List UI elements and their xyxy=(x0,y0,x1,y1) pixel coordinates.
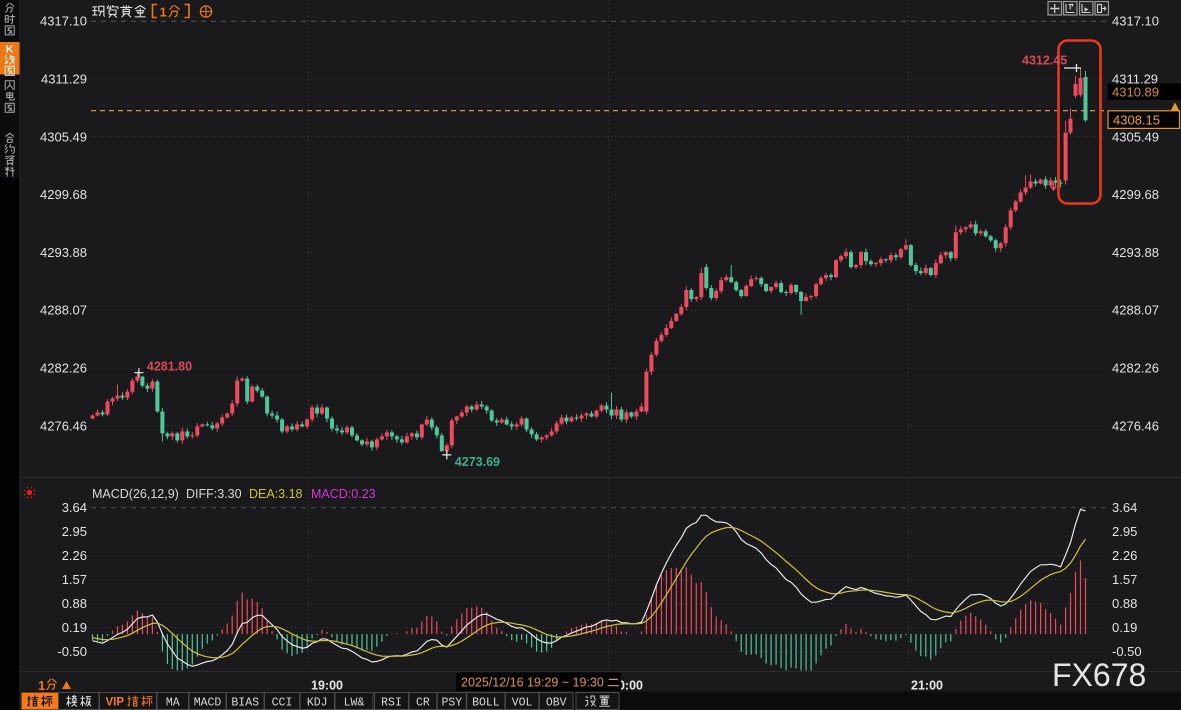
svg-text:LW&: LW& xyxy=(344,697,365,710)
svg-text:19:00: 19:00 xyxy=(311,679,343,693)
svg-text:0.88: 0.88 xyxy=(1112,596,1137,611)
svg-text:1.57: 1.57 xyxy=(62,572,87,587)
svg-text:VIP: VIP xyxy=(106,697,125,709)
svg-text:0.19: 0.19 xyxy=(1112,620,1137,635)
svg-text:4282.26: 4282.26 xyxy=(40,361,87,376)
svg-text:1: 1 xyxy=(38,678,45,693)
svg-text:MACD:0.23: MACD:0.23 xyxy=(311,487,376,501)
svg-text:FX678: FX678 xyxy=(1052,657,1146,693)
svg-text:2.95: 2.95 xyxy=(62,524,87,539)
svg-text:4299.68: 4299.68 xyxy=(1112,187,1159,202)
svg-text:CCI: CCI xyxy=(272,697,293,710)
svg-text:BOLL: BOLL xyxy=(472,697,500,710)
svg-text:MA: MA xyxy=(166,697,180,710)
svg-text:4276.46: 4276.46 xyxy=(40,418,87,433)
svg-text:2025/12/16 19:29 ~ 19:30: 2025/12/16 19:29 ~ 19:30 xyxy=(461,676,604,690)
svg-text:4311.29: 4311.29 xyxy=(1112,72,1158,87)
svg-text:MACD(26,12,9): MACD(26,12,9) xyxy=(92,487,179,501)
svg-text:0.88: 0.88 xyxy=(62,596,87,611)
svg-text:21:00: 21:00 xyxy=(911,679,943,693)
svg-text:K: K xyxy=(6,44,14,56)
svg-text:4317.10: 4317.10 xyxy=(1112,14,1159,29)
svg-text:4288.07: 4288.07 xyxy=(40,303,87,318)
svg-text:2.95: 2.95 xyxy=(1112,524,1137,539)
svg-text:4317.10: 4317.10 xyxy=(40,14,87,29)
svg-text:3.64: 3.64 xyxy=(62,500,87,515)
svg-text:0.19: 0.19 xyxy=(62,620,87,635)
svg-text:4299.68: 4299.68 xyxy=(40,187,87,202)
svg-text:KDJ: KDJ xyxy=(307,697,328,710)
svg-text:4282.26: 4282.26 xyxy=(1112,361,1159,376)
svg-text:4305.49: 4305.49 xyxy=(40,129,87,144)
svg-text:3.64: 3.64 xyxy=(1112,500,1137,515)
svg-text:DIFF:3.30: DIFF:3.30 xyxy=(186,487,242,501)
svg-text:2.26: 2.26 xyxy=(1112,548,1137,563)
svg-text:-0.50: -0.50 xyxy=(57,644,87,659)
svg-text:4273.69: 4273.69 xyxy=(455,455,500,469)
svg-text:DEA:3.18: DEA:3.18 xyxy=(249,487,303,501)
svg-text:BIAS: BIAS xyxy=(231,697,259,710)
svg-text:4293.88: 4293.88 xyxy=(1112,245,1159,260)
svg-text:4293.88: 4293.88 xyxy=(40,245,87,260)
svg-text:1.57: 1.57 xyxy=(1112,572,1137,587)
svg-text:MACD: MACD xyxy=(194,697,222,710)
svg-text:4276.46: 4276.46 xyxy=(1112,418,1159,433)
svg-text:4288.07: 4288.07 xyxy=(1112,303,1159,318)
svg-text:CR: CR xyxy=(416,697,430,710)
svg-text:2.26: 2.26 xyxy=(62,548,87,563)
svg-text:RSI: RSI xyxy=(381,697,402,710)
svg-text:4311.29: 4311.29 xyxy=(41,72,87,87)
svg-text:4312.45: 4312.45 xyxy=(1022,54,1067,68)
svg-text:4281.80: 4281.80 xyxy=(147,360,192,374)
svg-text:PSY: PSY xyxy=(441,697,462,710)
svg-text:VOL: VOL xyxy=(512,697,533,710)
svg-text:4305.49: 4305.49 xyxy=(1112,129,1159,144)
svg-text:4308.15: 4308.15 xyxy=(1113,113,1160,128)
svg-text:1: 1 xyxy=(160,5,167,20)
svg-text:OBV: OBV xyxy=(546,697,567,710)
svg-text:4310.89: 4310.89 xyxy=(1112,85,1159,100)
svg-text:-0.50: -0.50 xyxy=(1112,644,1142,659)
